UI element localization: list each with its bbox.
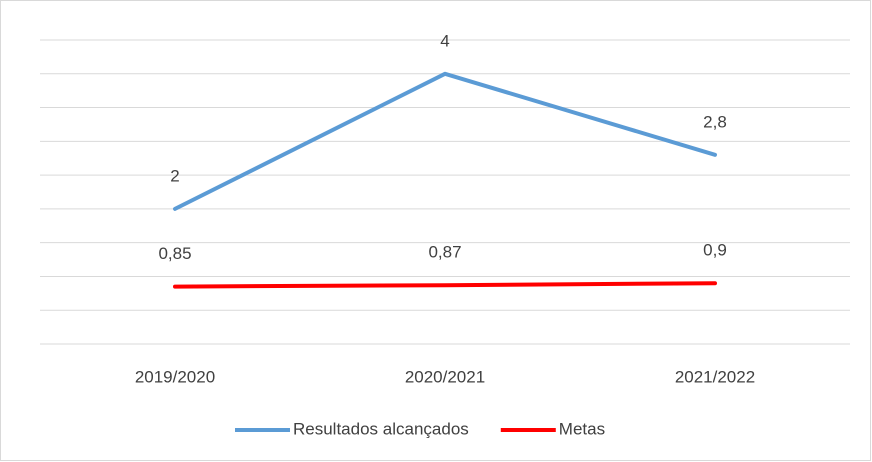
series-line xyxy=(173,281,717,289)
legend-label: Resultados alcançados xyxy=(293,419,469,438)
x-tick-label: 2021/2022 xyxy=(675,367,755,386)
data-label: 0,85 xyxy=(158,244,191,263)
x-tick-label: 2019/2020 xyxy=(135,367,215,386)
series-line xyxy=(173,71,717,211)
data-label: 0,9 xyxy=(703,241,727,260)
data-label: 4 xyxy=(440,31,449,50)
data-label: 2 xyxy=(170,166,179,185)
x-tick-label: 2020/2021 xyxy=(405,367,485,386)
legend-label: Metas xyxy=(559,419,605,438)
data-label: 2,8 xyxy=(703,112,727,131)
data-label: 0,87 xyxy=(428,243,461,262)
